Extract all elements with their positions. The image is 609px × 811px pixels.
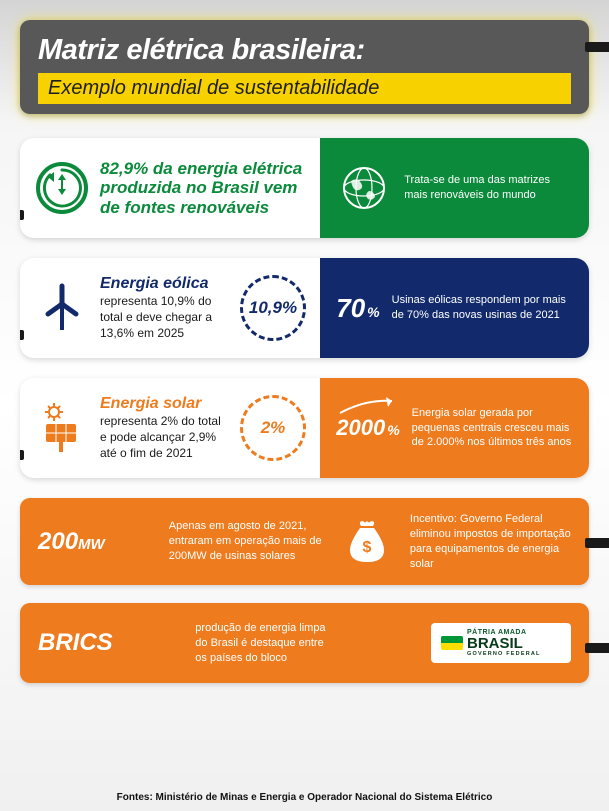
card-solar-desc: representa 2% do total e pode alcançar 2… — [100, 413, 230, 462]
footer-sources: Fontes: Ministério de Minas e Energia e … — [0, 792, 609, 803]
header-subtitle: Exemplo mundial de sustentabilidade — [38, 73, 571, 104]
card-solar: Energia solar representa 2% do total e p… — [20, 378, 589, 478]
money-bag-icon: $ — [348, 520, 392, 564]
card-solar-stat-value: 2000 — [336, 415, 385, 440]
brics-text: produção de energia limpa do Brasil é de… — [195, 621, 335, 666]
card-solar-title: Energia solar — [100, 395, 230, 413]
card-solar-circle: 2% — [240, 395, 306, 461]
card-wind-textblock: Energia eólica representa 10,9% do total… — [100, 275, 230, 342]
stripe-brics: BRICS produção de energia limpa do Brasi… — [20, 603, 589, 683]
wind-turbine-icon — [34, 280, 90, 336]
stripe-mw: 200MW Apenas em agosto de 2021, entraram… — [20, 498, 589, 585]
stripe-mw-lefttext: Apenas em agosto de 2021, entraram em op… — [169, 519, 330, 564]
card-solar-textblock: Energia solar representa 2% do total e p… — [100, 395, 230, 462]
card-renewables-title: 82,9% da energia elétrica produzida no B… — [100, 159, 306, 218]
card-wind-circle: 10,9% — [240, 275, 306, 341]
card-solar-right: 2000% Energia solar gerada por pequenas … — [320, 378, 589, 478]
stripe-mw-stat: 200MW — [38, 528, 151, 556]
card-wind-left: Energia eólica representa 10,9% do total… — [20, 258, 320, 358]
card-solar-stat: 2000% — [336, 415, 399, 441]
card-wind: Energia eólica representa 10,9% do total… — [20, 258, 589, 358]
brics-label: BRICS — [38, 629, 177, 657]
recycle-icon — [34, 160, 90, 216]
card-renewables-left: 82,9% da energia elétrica produzida no B… — [20, 138, 320, 238]
card-wind-title: Energia eólica — [100, 275, 230, 293]
gov-logo-bot: GOVERNO FEDERAL — [467, 651, 541, 657]
card-solar-left: Energia solar representa 2% do total e p… — [20, 378, 320, 478]
globe-icon — [336, 160, 392, 216]
stripe-mw-righttext: Incentivo: Governo Federal eliminou impo… — [410, 512, 571, 571]
card-wind-stat-unit: % — [367, 304, 379, 320]
card-renewables: 82,9% da energia elétrica produzida no B… — [20, 138, 589, 238]
infographic-container: Matriz elétrica brasileira: Exemplo mund… — [0, 0, 609, 721]
card-wind-stat-value: 70 — [336, 293, 365, 323]
card-solar-right-text: Energia solar gerada por pequenas centra… — [412, 406, 573, 451]
card-renewables-right: Trata-se de uma das matrizes mais renová… — [320, 138, 589, 238]
card-solar-stat-unit: % — [387, 422, 399, 438]
svg-text:$: $ — [362, 539, 371, 556]
card-renewables-text: Trata-se de uma das matrizes mais renová… — [404, 173, 573, 203]
card-wind-right-text: Usinas eólicas respondem por mais de 70%… — [392, 293, 573, 323]
card-wind-desc: representa 10,9% do total e deve chegar … — [100, 293, 230, 342]
solar-panel-icon — [34, 400, 90, 456]
gov-logo: PÁTRIA AMADA BRASIL GOVERNO FEDERAL — [431, 623, 571, 663]
card-wind-stat: 70% — [336, 293, 379, 324]
card-wind-right: 70% Usinas eólicas respondem por mais de… — [320, 258, 589, 358]
header-title: Matriz elétrica brasileira: — [38, 34, 571, 67]
flag-icon — [441, 636, 463, 650]
gov-logo-mid: BRASIL — [467, 636, 541, 651]
stripe-mw-value: 200 — [38, 528, 78, 555]
header-box: Matriz elétrica brasileira: Exemplo mund… — [20, 20, 589, 114]
stripe-mw-unit: MW — [78, 536, 105, 553]
